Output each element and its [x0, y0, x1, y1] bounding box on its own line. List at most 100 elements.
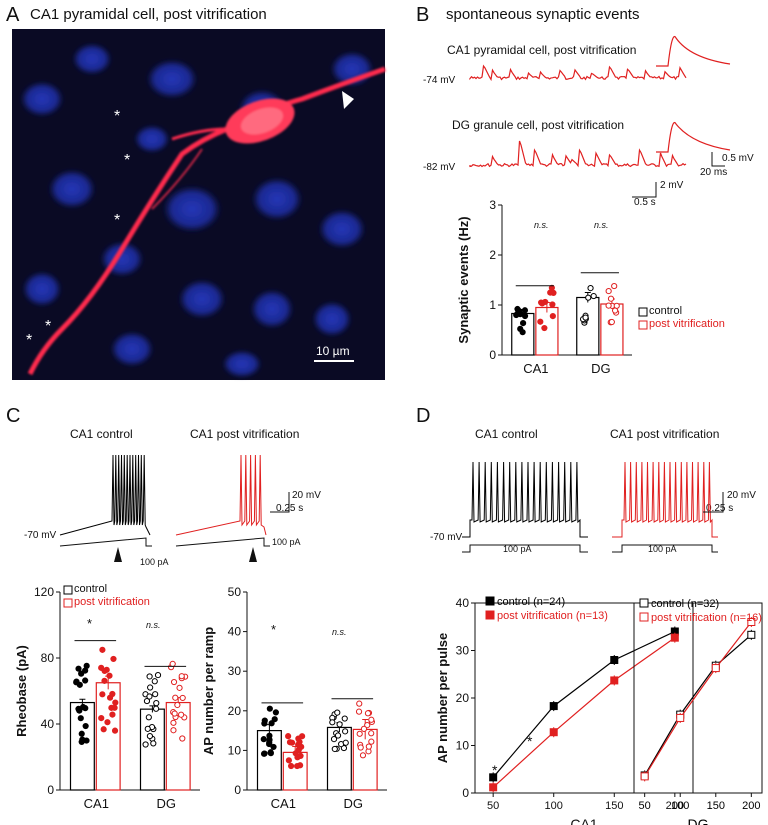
data-point: [106, 694, 114, 701]
data-point: [266, 740, 273, 748]
data-point: [82, 667, 89, 674]
y-tick-label: 0: [462, 786, 469, 800]
data-point: [605, 287, 612, 295]
legend-square-icon: [638, 320, 648, 330]
data-point: [356, 730, 363, 737]
legend-marker-icon: [639, 598, 649, 608]
y-tick-label: 40: [41, 717, 55, 731]
data-point: [296, 738, 303, 746]
data-point: [153, 700, 160, 707]
b-trace2-title: DG granule cell, post vitrification: [452, 118, 625, 132]
data-point: [103, 666, 110, 673]
data-point: [99, 646, 106, 653]
data-point: [154, 671, 162, 679]
b-inset-scalebar: [711, 152, 725, 167]
c-trace2-title: CA1 post vitrification: [190, 427, 300, 441]
asterisk-4: *: [45, 318, 51, 335]
y-tick-label: 20: [456, 691, 470, 705]
data-point: [368, 730, 375, 737]
data-point: [268, 720, 275, 727]
data-point: [607, 295, 615, 302]
asterisk-3: *: [114, 212, 120, 229]
data-point: [590, 292, 597, 300]
y-tick-label: 2: [489, 248, 496, 262]
y-tick-label: 40: [228, 625, 242, 639]
data-point: [73, 678, 80, 685]
d-sig-50: *: [492, 762, 498, 778]
data-point: [82, 705, 89, 712]
data-point: [334, 732, 342, 739]
x-tick-label: 50: [639, 800, 651, 812]
d-sig-100: *: [527, 733, 533, 749]
y-tick-label: 20: [228, 704, 242, 718]
y-tick-label: 1: [489, 298, 496, 312]
c-ramp1-label: 100 pA: [140, 557, 169, 567]
data-point: [99, 691, 106, 698]
panel-c-letter: C: [6, 405, 21, 427]
c-arrow1-icon: [114, 547, 122, 562]
x-tick-label: 200: [742, 800, 760, 812]
data-point: [152, 691, 159, 698]
data-point: [151, 678, 158, 685]
data-point: [75, 665, 82, 672]
b-trace1-vm: -74 mV: [423, 75, 456, 86]
y-tick-label: 50: [228, 585, 242, 599]
b-inset-scale-v: 0.5 mV: [722, 153, 754, 164]
c-legend-control: control: [74, 583, 108, 595]
data-point: [521, 312, 529, 320]
c2-sig-ca1: *: [271, 622, 277, 637]
scale-bar-label: 10 µm: [316, 344, 350, 358]
data-point: [549, 313, 556, 320]
c-trace-control: [59, 454, 151, 536]
x-axis-label: DG: [688, 816, 709, 825]
data-point: [171, 710, 178, 717]
panel-a-letter: A: [6, 4, 20, 26]
data-point: [676, 713, 685, 722]
c-ramp2: [175, 537, 270, 547]
b-legend-control: control: [649, 305, 683, 317]
micrograph-image: * * * * * 10 µm: [12, 29, 386, 380]
data-point: [106, 672, 113, 679]
b-trace2-vm: -82 mV: [423, 162, 456, 173]
y-tick-label: 120: [34, 585, 54, 599]
data-point: [76, 707, 83, 714]
d-scalebar: [703, 492, 724, 513]
x-tick-label: DG: [591, 361, 611, 376]
data-point: [150, 740, 157, 747]
legend-square-icon: [638, 307, 648, 317]
y-tick-label: 0: [234, 783, 241, 797]
panel-d-traces: [462, 461, 724, 553]
data-point: [174, 701, 181, 709]
data-point: [172, 694, 179, 701]
data-point: [541, 324, 548, 332]
b-sig-dg: n.s.: [594, 220, 609, 230]
y-tick-label: 10: [456, 739, 470, 753]
series-line: [644, 634, 752, 776]
y-tick-label: 80: [41, 651, 55, 665]
data-point: [368, 738, 375, 745]
c-trace-post: [175, 454, 267, 536]
c-legend-post: post vitrification: [74, 596, 150, 608]
x-tick-label: 200: [666, 800, 684, 812]
data-point: [537, 318, 544, 325]
panel-b-traces: [469, 36, 731, 198]
y-axis-label: Synaptic events (Hz): [456, 216, 471, 343]
data-point: [331, 745, 338, 753]
data-point: [78, 670, 85, 677]
panel-b-chart: 0 1 2 3 Synaptic events (Hz) CA1 DG: [456, 198, 648, 376]
d-vm: -70 mV: [430, 532, 463, 543]
c-scalebar: [270, 492, 290, 513]
data-point: [179, 735, 186, 742]
data-point: [297, 752, 304, 759]
data-point: [360, 725, 368, 732]
data-point: [170, 678, 178, 686]
data-point: [145, 714, 152, 721]
x-tick-label: DG: [344, 796, 364, 811]
b-trace1-title: CA1 pyramidal cell, post vitrification: [447, 43, 637, 57]
data-point: [489, 783, 498, 792]
b-main-scalebar: [632, 182, 657, 198]
b-main-scale-t: 0.5 s: [634, 197, 656, 208]
data-point: [513, 311, 520, 319]
